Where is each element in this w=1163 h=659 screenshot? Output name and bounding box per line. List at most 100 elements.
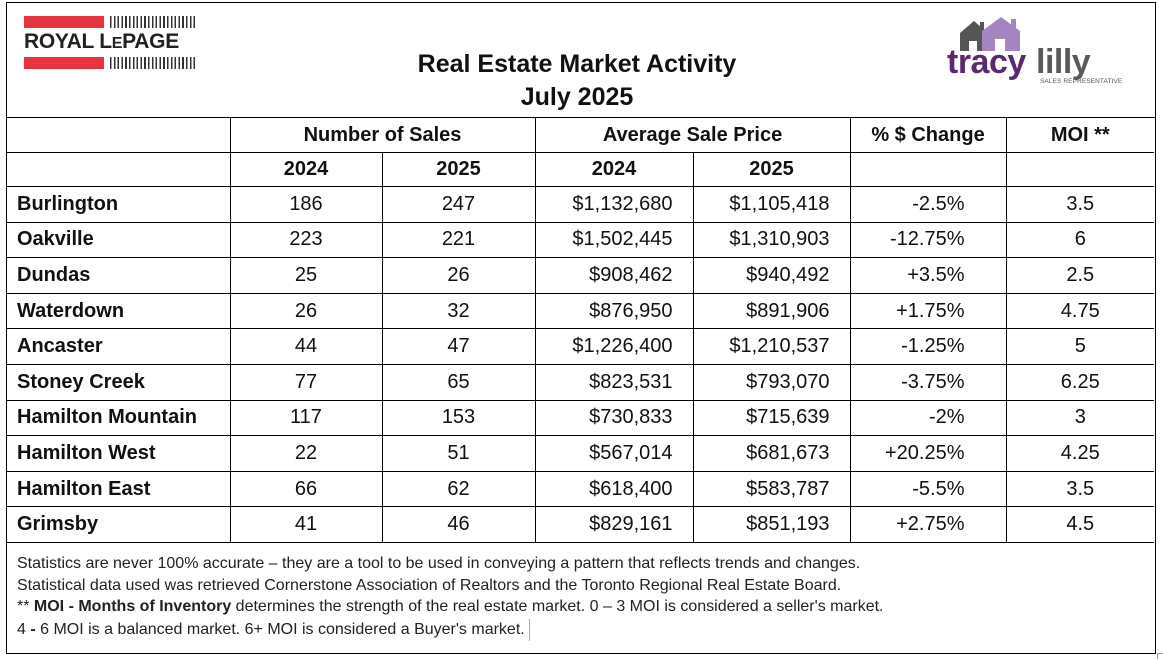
cell-price-2025: $851,193 — [692, 506, 851, 543]
logo-red-bar — [24, 16, 104, 28]
table-row: Ancaster 44 47 $1,226,400 $1,210,537 -1.25% 5 — [7, 328, 1155, 365]
tracylilly-logo: tracy lilly SALES REPRESENTATIVE — [932, 17, 1132, 87]
cell-price-2024: $1,132,680 — [534, 186, 694, 223]
footnote-accuracy: Statistics are never 100% accurate – the… — [17, 555, 861, 572]
cell-change: -2% — [849, 399, 1007, 437]
cell-price-2024: $1,226,400 — [534, 328, 694, 365]
cell-price-2025: $1,210,537 — [692, 328, 851, 365]
cell-price-2025: $891,906 — [692, 292, 851, 330]
cell-change: -12.75% — [849, 221, 1007, 259]
cell-moi: 3.5 — [1005, 186, 1155, 223]
cell-sales-2025: 62 — [381, 470, 536, 508]
cell-sales-2025: 46 — [381, 506, 536, 543]
cell-moi: 6 — [1005, 221, 1155, 259]
cell-change: -1.25% — [849, 328, 1007, 365]
report-header: ROYAL LEPAGE Real Estate Market Activity… — [7, 3, 1155, 118]
resize-handle[interactable] — [1157, 653, 1163, 659]
footnote-moi-definition: ** MOI - Months of Inventory determines … — [17, 598, 884, 615]
header-moi: MOI ** — [1005, 118, 1155, 153]
cell-sales-2024: 223 — [229, 221, 383, 259]
cell-price-2025: $681,673 — [692, 435, 851, 472]
header-price-2025: 2025 — [692, 152, 851, 187]
cell-area: Stoney Creek — [7, 363, 231, 401]
cell-sales-2025: 47 — [381, 328, 536, 365]
cell-moi: 4.75 — [1005, 292, 1155, 330]
cell-price-2025: $793,070 — [692, 363, 851, 401]
header-percent-change: % $ Change — [849, 118, 1007, 153]
group-header-row: Number of Sales Average Sale Price % $ C… — [7, 118, 1155, 153]
logo-red-bar — [24, 57, 104, 69]
table-row: Waterdown 26 32 $876,950 $891,906 +1.75% 4.75 — [7, 292, 1155, 330]
cell-area: Hamilton East — [7, 470, 231, 508]
text-cursor — [528, 618, 530, 641]
footnote-moi-ranges: 4 - 6 MOI is a balanced market. 6+ MOI i… — [17, 618, 883, 641]
cell-area: Oakville — [7, 221, 231, 259]
cell-sales-2024: 117 — [229, 399, 383, 437]
cell-area: Hamilton West — [7, 435, 231, 472]
cell-sales-2025: 247 — [381, 186, 536, 223]
market-activity-table: Number of Sales Average Sale Price % $ C… — [7, 118, 1155, 543]
cell-sales-2024: 77 — [229, 363, 383, 401]
cell-moi: 4.25 — [1005, 435, 1155, 472]
cell-price-2025: $940,492 — [692, 257, 851, 294]
year-header-row: 2024 2025 2024 2025 — [7, 152, 1155, 187]
cell-sales-2025: 26 — [381, 257, 536, 294]
page-subtitle: July 2025 — [520, 83, 634, 111]
cell-area: Dundas — [7, 257, 231, 294]
logo-tick-bar — [110, 57, 196, 69]
cell-sales-2024: 22 — [229, 435, 383, 472]
cell-change: +3.5% — [849, 257, 1007, 294]
header-average-sale-price: Average Sale Price — [534, 118, 851, 153]
royal-lepage-logo: ROYAL LEPAGE — [24, 14, 196, 70]
table-row: Burlington 186 247 $1,132,680 $1,105,418 -2.5… — [7, 186, 1155, 223]
table-row: Grimsby 41 46 $829,161 $851,193 +2.75% 4.5 — [7, 506, 1155, 543]
cell-moi: 6.25 — [1005, 363, 1155, 401]
cell-change: +20.25% — [849, 435, 1007, 472]
cell-price-2025: $1,105,418 — [692, 186, 851, 223]
cell-area: Hamilton Mountain — [7, 399, 231, 437]
cell-price-2025: $583,787 — [692, 470, 851, 508]
cell-price-2024: $876,950 — [534, 292, 694, 330]
cell-sales-2025: 153 — [381, 399, 536, 437]
cell-sales-2025: 32 — [381, 292, 536, 330]
cell-sales-2025: 51 — [381, 435, 536, 472]
header-sales-2025: 2025 — [381, 152, 536, 187]
blank-header-cell — [1005, 152, 1155, 187]
cell-sales-2024: 186 — [229, 186, 383, 223]
cell-price-2025: $715,639 — [692, 399, 851, 437]
table-row: Hamilton Mountain 117 153 $730,833 $715,639-… — [7, 399, 1155, 437]
cell-price-2025: $1,310,903 — [692, 221, 851, 259]
cell-sales-2025: 221 — [381, 221, 536, 259]
cell-sales-2025: 65 — [381, 363, 536, 401]
cell-price-2024: $1,502,445 — [534, 221, 694, 259]
cell-change: +2.75% — [849, 506, 1007, 543]
table-row: Hamilton East 66 62 $618,400 $583,787 -5.5% 3.… — [7, 470, 1155, 508]
cell-sales-2024: 66 — [229, 470, 383, 508]
blank-header-cell — [7, 118, 231, 153]
logo-wordmark: ROYAL LEPAGE — [24, 30, 179, 53]
cell-area: Waterdown — [7, 292, 231, 330]
cell-price-2024: $829,161 — [534, 506, 694, 543]
cell-moi: 2.5 — [1005, 257, 1155, 294]
cell-change: +1.75% — [849, 292, 1007, 330]
cell-sales-2024: 26 — [229, 292, 383, 330]
footnote-source: Statistical data used was retrieved Corn… — [17, 576, 842, 594]
cell-moi: 3.5 — [1005, 470, 1155, 508]
cell-moi: 3 — [1005, 399, 1155, 437]
cell-sales-2024: 44 — [229, 328, 383, 365]
cell-price-2024: $618,400 — [534, 470, 694, 508]
header-price-2024: 2024 — [534, 152, 694, 187]
cell-sales-2024: 25 — [229, 257, 383, 294]
cell-price-2024: $567,014 — [534, 435, 694, 472]
logo-tick-bar — [110, 16, 196, 28]
cell-change: -3.75% — [849, 363, 1007, 401]
cell-area: Grimsby — [7, 506, 231, 543]
table-row: Hamilton West 22 51 $567,014 $681,673 +20.25%… — [7, 435, 1155, 472]
footnotes: Statistics are never 100% accurate – the… — [17, 553, 883, 641]
cell-area: Ancaster — [7, 328, 231, 365]
header-number-of-sales: Number of Sales — [229, 118, 536, 153]
cell-sales-2024: 41 — [229, 506, 383, 543]
cell-change: -2.5% — [849, 186, 1007, 223]
cell-moi: 4.5 — [1005, 506, 1155, 543]
page-title: Real Estate Market Activity — [417, 50, 737, 78]
